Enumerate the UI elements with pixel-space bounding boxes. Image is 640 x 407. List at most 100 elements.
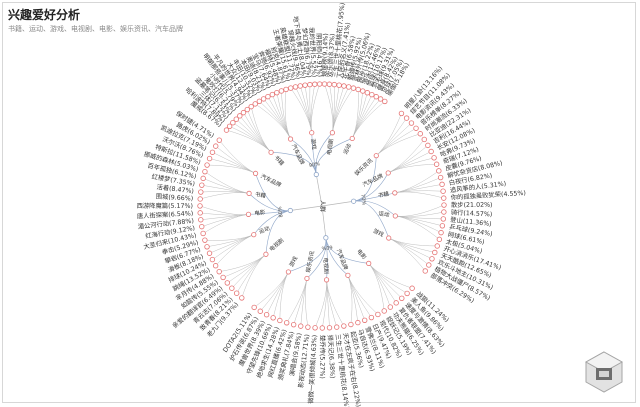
leaf-link <box>203 178 250 194</box>
leaf-node <box>251 304 257 311</box>
category-node <box>287 136 294 142</box>
leaf-node <box>204 244 210 250</box>
category-label: 汽车品牌 <box>259 172 283 189</box>
leaf-link <box>388 237 435 253</box>
leaf-node <box>438 229 444 236</box>
leaf-node <box>437 174 444 181</box>
leaf-link <box>376 128 417 156</box>
leaf-link <box>332 87 354 133</box>
leaf-link <box>200 214 249 220</box>
leaf-link <box>281 90 291 140</box>
leaf-node <box>381 308 387 314</box>
leaf-node <box>421 136 427 143</box>
leaf-link <box>260 271 289 312</box>
category-node <box>246 190 252 196</box>
category-label: 汽车品牌 <box>290 143 307 167</box>
leaf-node <box>312 325 318 331</box>
leaf-node <box>440 188 446 194</box>
category-label: 电影 <box>355 247 368 261</box>
leaf-link <box>272 271 289 318</box>
leaf-link <box>347 275 359 323</box>
leaf-node <box>256 98 263 105</box>
leaf-node <box>223 127 230 133</box>
leaf-node <box>362 317 368 323</box>
leaf-node <box>382 98 388 105</box>
leaf-node <box>408 120 415 126</box>
category-node <box>304 275 310 282</box>
leaf-node <box>426 262 432 268</box>
leaf-node <box>202 168 208 175</box>
leaf-node <box>399 295 405 301</box>
category-link <box>315 138 353 175</box>
page-subtitle: 书籍、运动、游戏、电视剧、电影、娱乐资讯、汽车品牌 <box>8 25 183 33</box>
category-label: 书籍 <box>254 190 267 200</box>
category-node <box>366 260 372 266</box>
root-link <box>290 205 323 211</box>
group-share-label: 90% <box>309 161 321 169</box>
leaf-node <box>277 317 283 324</box>
leaf-node <box>288 85 294 91</box>
leaf-node <box>368 314 375 321</box>
leaf-link <box>347 275 353 325</box>
leaf-link <box>219 140 256 174</box>
leaf-node <box>206 250 213 256</box>
category-label: 运动 <box>378 209 390 218</box>
category-node <box>349 135 355 142</box>
leaf-node <box>413 125 419 131</box>
leaf-node <box>248 103 254 110</box>
category-node <box>385 170 391 176</box>
leaf-label: 琅琊榜(9.14%) <box>320 33 330 77</box>
leaf-link <box>394 184 443 194</box>
leaf-link <box>324 83 334 133</box>
leaf-label: 我的世界(5.52%) <box>307 27 319 78</box>
leaf-link <box>254 271 289 308</box>
leaf-node <box>212 263 219 269</box>
root-link <box>315 174 323 207</box>
leaf-link <box>204 234 254 241</box>
category-link <box>353 200 389 239</box>
leaf-node <box>283 320 290 326</box>
link-lines <box>199 83 445 329</box>
leaf-node <box>404 290 410 297</box>
leaf-node <box>429 256 435 262</box>
leaf-node <box>202 237 208 243</box>
leaf-link <box>209 158 256 174</box>
leaf-node <box>431 155 437 161</box>
category-label: 电影 <box>254 208 266 217</box>
category-label: 娱乐资讯 <box>353 156 375 177</box>
category-label: 游戏 <box>372 227 386 239</box>
leaf-link <box>311 83 320 133</box>
leaf-node <box>348 321 354 328</box>
leaf-node <box>200 175 206 182</box>
group-share-label: 60% <box>321 244 333 251</box>
brand-logo-icon <box>584 351 624 393</box>
category-label: 游戏 <box>309 138 319 150</box>
leaf-link <box>212 234 254 260</box>
leaf-node <box>224 280 231 286</box>
group-share-label: 80% <box>277 206 285 218</box>
leaf-node <box>233 290 240 296</box>
leaf-node <box>350 85 357 91</box>
leaf-node <box>260 96 267 102</box>
leaf-link <box>347 275 379 315</box>
leaf-node <box>200 230 206 237</box>
leaf-link <box>388 145 429 174</box>
category-label: 汽车品牌 <box>361 171 385 188</box>
leaf-link <box>236 254 267 294</box>
leaf-link <box>332 86 349 133</box>
leaf-link <box>376 133 421 156</box>
leaf-node <box>428 148 434 155</box>
leaf-node <box>439 223 446 229</box>
leaf-label: 西游降魔篇(5.17%) <box>137 201 193 210</box>
leaf-node <box>403 115 410 121</box>
category-node <box>263 251 269 257</box>
leaf-link <box>395 215 442 233</box>
leaf-link <box>314 279 327 328</box>
leaf-link <box>388 139 425 174</box>
category-label: 书籍 <box>273 154 287 168</box>
leaf-node <box>334 324 340 330</box>
leaf-label: 骑行(14.57%) <box>451 207 493 218</box>
leaf-link <box>352 101 385 139</box>
leaf-node <box>432 249 438 256</box>
category-node <box>386 235 392 241</box>
